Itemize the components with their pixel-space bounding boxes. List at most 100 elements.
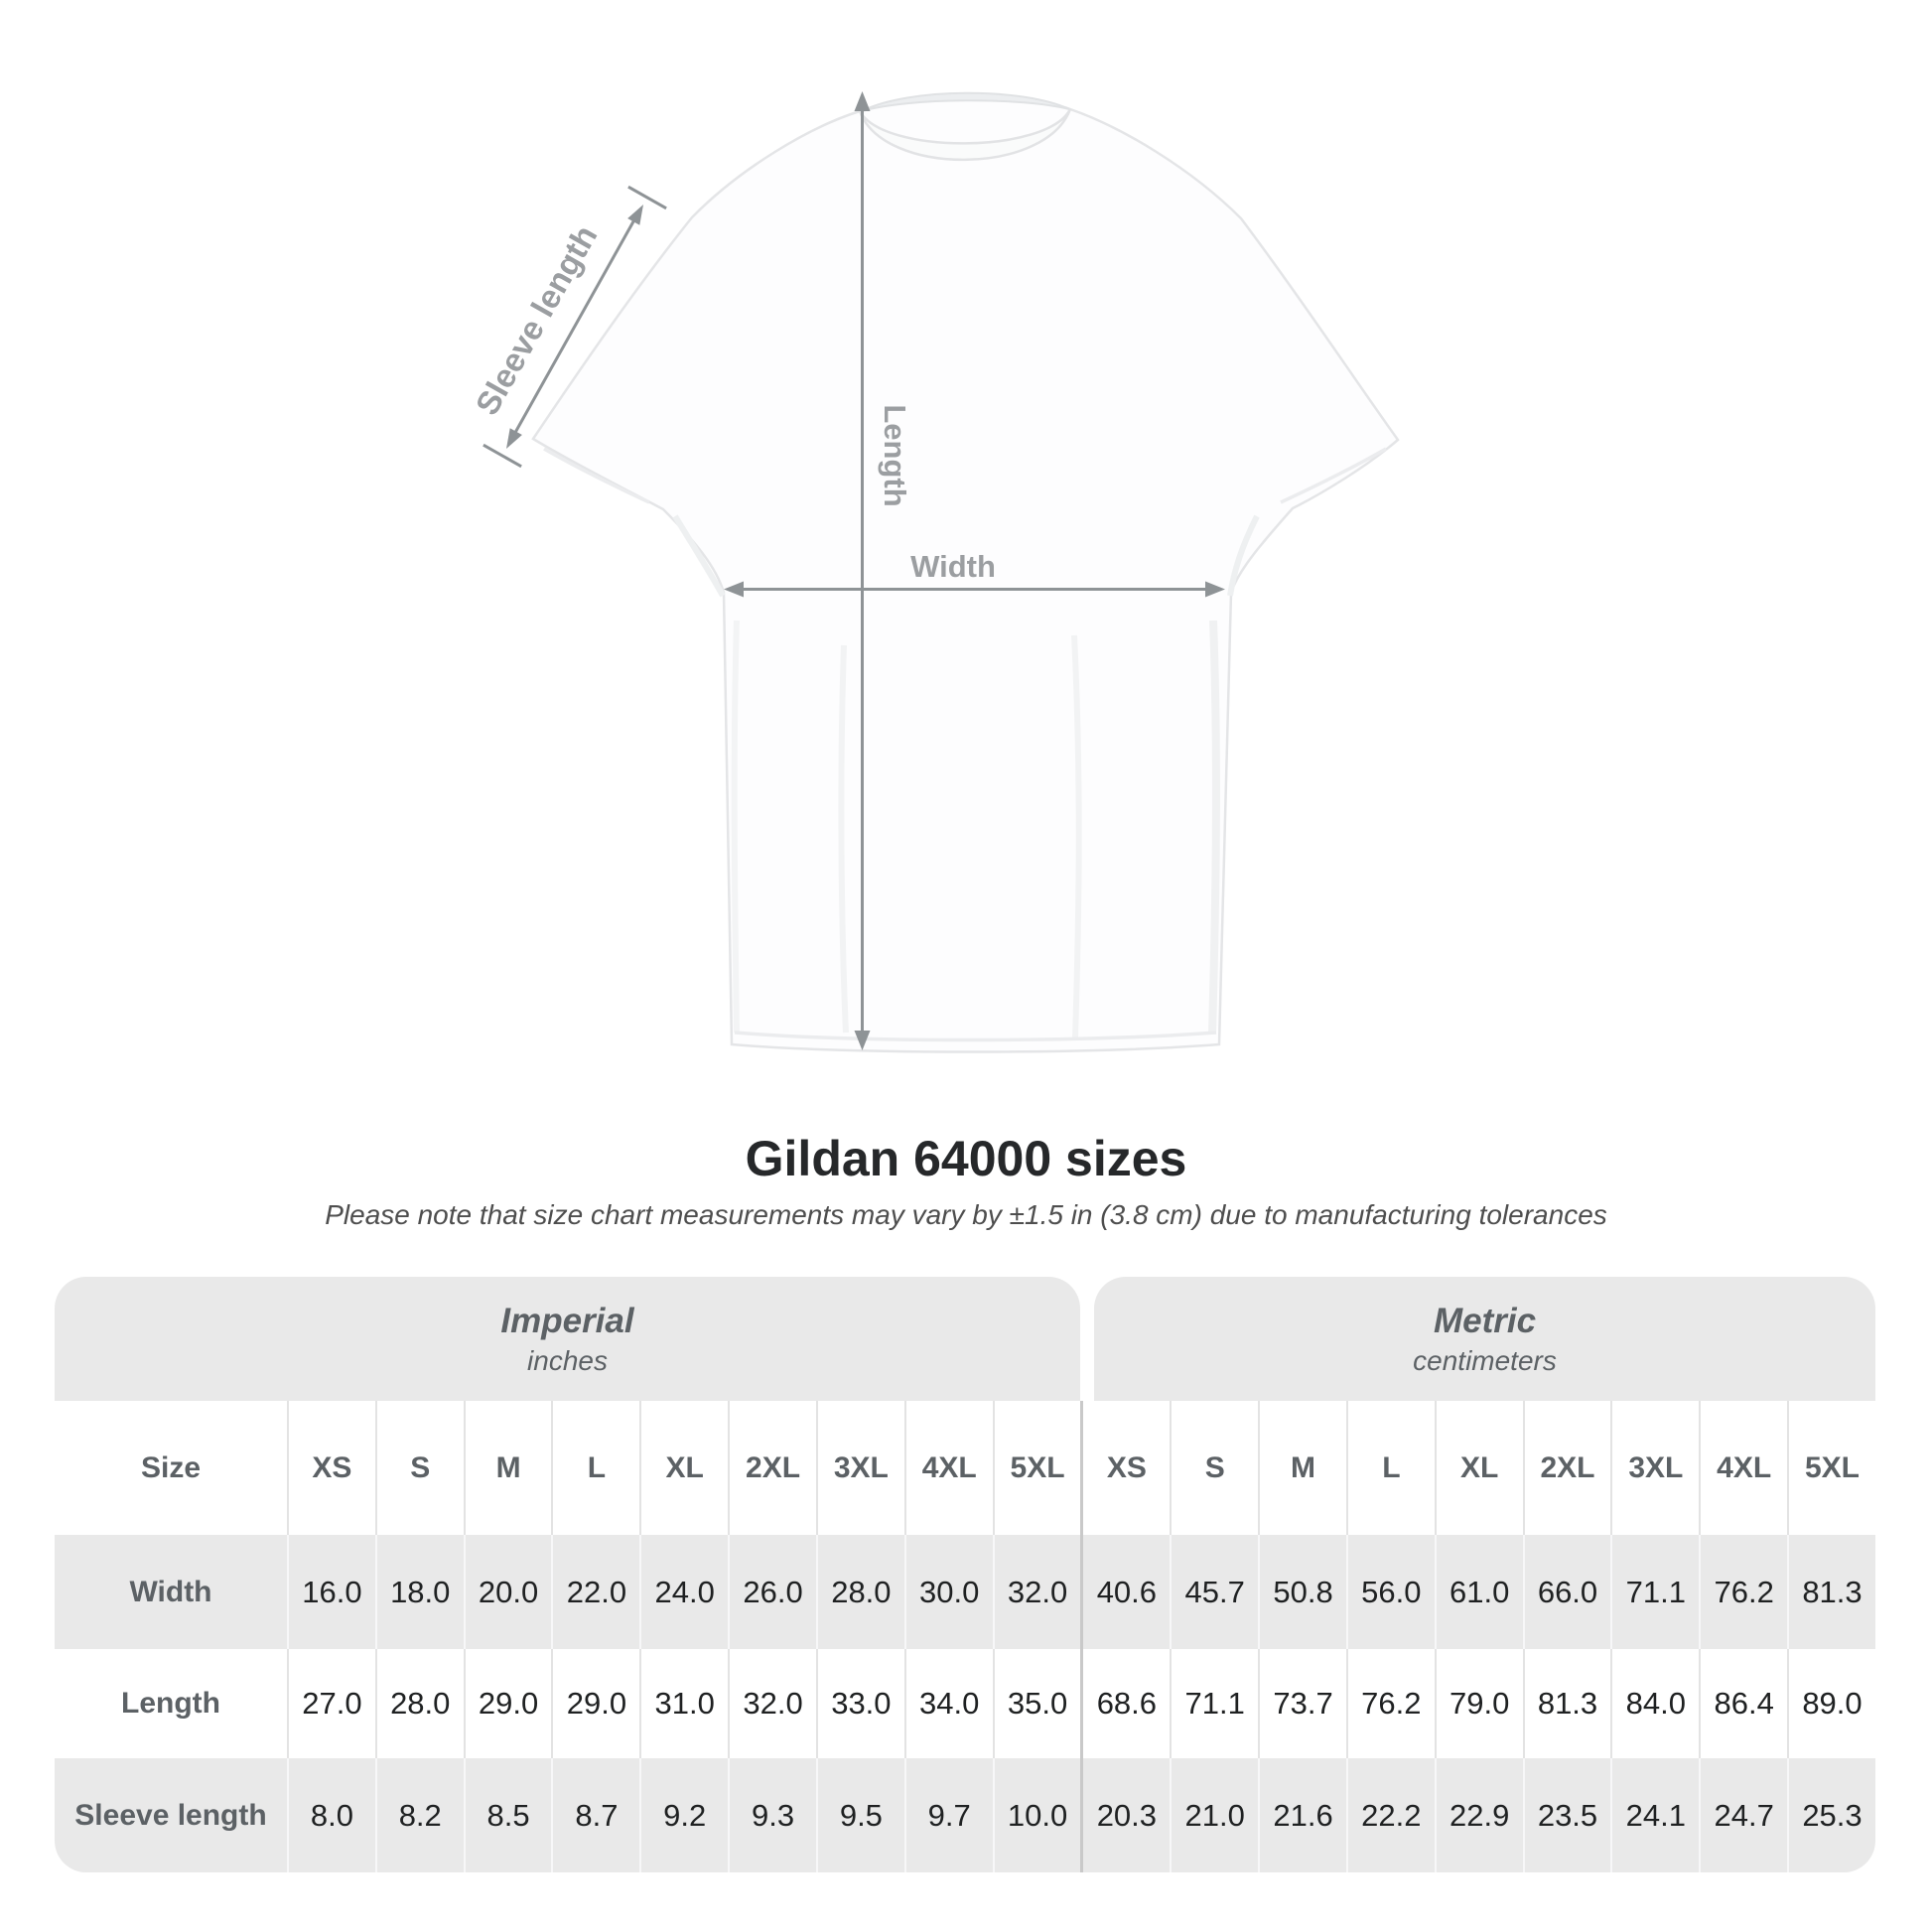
tshirt-collar xyxy=(858,91,1072,162)
table-cell: 29.0 xyxy=(551,1649,639,1758)
table-cell: 32.0 xyxy=(728,1649,816,1758)
metric-group-label: Metric xyxy=(1433,1302,1537,1341)
size-col-header: 2XL xyxy=(1522,1401,1611,1535)
size-col-header: XS xyxy=(287,1401,375,1535)
table-cell: 28.0 xyxy=(374,1649,464,1758)
table-cell: 66.0 xyxy=(1522,1535,1611,1649)
size-col-header: 3XL xyxy=(815,1401,904,1535)
size-col-header: S xyxy=(374,1401,464,1535)
row-label-width: Width xyxy=(129,1575,212,1608)
table-cell: 9.7 xyxy=(903,1758,993,1872)
table-cell: 20.3 xyxy=(1080,1758,1170,1872)
table-cell: 29.0 xyxy=(463,1649,552,1758)
size-col-header: L xyxy=(1345,1401,1435,1535)
size-col-header: XL xyxy=(1434,1401,1523,1535)
table-cell: 8.7 xyxy=(551,1758,639,1872)
table-cell: 50.8 xyxy=(1258,1535,1346,1649)
row-label-length: Length xyxy=(121,1687,220,1720)
size-col-header: 5XL xyxy=(1787,1401,1875,1535)
table-cell: 32.0 xyxy=(992,1535,1081,1649)
size-col-header: 4XL xyxy=(903,1401,993,1535)
table-cell: 33.0 xyxy=(815,1649,904,1758)
table-cell: 9.5 xyxy=(815,1758,904,1872)
table-cell: 89.0 xyxy=(1787,1649,1875,1758)
size-col-header: 3XL xyxy=(1610,1401,1699,1535)
group-divider-gap xyxy=(1080,1277,1094,1401)
size-col-header: M xyxy=(1258,1401,1346,1535)
table-cell: 45.7 xyxy=(1170,1535,1258,1649)
size-col-header: S xyxy=(1170,1401,1258,1535)
table-cell: 68.6 xyxy=(1080,1649,1170,1758)
imperial-group-label: Imperial xyxy=(500,1302,634,1341)
table-cell: 76.2 xyxy=(1699,1535,1787,1649)
table-cell: 26.0 xyxy=(728,1535,816,1649)
width-label: Width xyxy=(910,549,996,584)
table-cell: 22.9 xyxy=(1434,1758,1523,1872)
size-header-row: Size XS S M L XL 2XL 3XL 4XL 5XL XS S M L XL 2XL 3XL 4XL… xyxy=(55,1401,1875,1535)
tshirt-image xyxy=(531,91,1400,1053)
width-row: Width 16.0 18.0 20.0 22.0 24.0 26.0 28.0 30.0 32… xyxy=(55,1535,1875,1649)
length-row: Length 27.0 28.0 29.0 29.0 31.0 32.0 33.0 34.0 3… xyxy=(55,1649,1875,1758)
table-cell: 20.0 xyxy=(463,1535,552,1649)
table-cell: 23.5 xyxy=(1522,1758,1611,1872)
table-cell: 18.0 xyxy=(374,1535,464,1649)
table-cell: 21.0 xyxy=(1170,1758,1258,1872)
table-cell: 79.0 xyxy=(1434,1649,1523,1758)
table-cell: 40.6 xyxy=(1080,1535,1170,1649)
table-cell: 8.5 xyxy=(463,1758,552,1872)
imperial-group-header: Imperial inches xyxy=(55,1277,1080,1401)
table-cell: 31.0 xyxy=(639,1649,728,1758)
table-cell: 22.2 xyxy=(1345,1758,1435,1872)
table-cell: 71.1 xyxy=(1610,1535,1699,1649)
size-col-header: XL xyxy=(639,1401,728,1535)
table-cell: 9.2 xyxy=(639,1758,728,1872)
table-cell: 24.7 xyxy=(1699,1758,1787,1872)
size-table: Imperial inches Metric centimeters Size … xyxy=(55,1277,1875,1872)
table-cell: 24.1 xyxy=(1610,1758,1699,1872)
sleeve-length-row: Sleeve length 8.0 8.2 8.5 8.7 9.2 9.3 9.5 9.7 10… xyxy=(55,1758,1875,1872)
table-cell: 86.4 xyxy=(1699,1649,1787,1758)
size-col-header: XS xyxy=(1080,1401,1170,1535)
metric-group-header: Metric centimeters xyxy=(1094,1277,1875,1401)
imperial-group-unit: inches xyxy=(527,1344,608,1376)
size-col-header: M xyxy=(463,1401,552,1535)
table-cell: 61.0 xyxy=(1434,1535,1523,1649)
page-title: Gildan 64000 sizes xyxy=(745,1131,1187,1186)
table-cell: 8.0 xyxy=(287,1758,375,1872)
table-cell: 16.0 xyxy=(287,1535,375,1649)
table-cell: 73.7 xyxy=(1258,1649,1346,1758)
table-cell: 56.0 xyxy=(1345,1535,1435,1649)
table-cell: 34.0 xyxy=(903,1649,993,1758)
size-header-cell: Size xyxy=(140,1450,202,1484)
metric-group-unit: centimeters xyxy=(1413,1344,1557,1376)
table-cell: 28.0 xyxy=(815,1535,904,1649)
size-col-header: L xyxy=(551,1401,639,1535)
table-cell: 30.0 xyxy=(903,1535,993,1649)
size-col-header: 4XL xyxy=(1699,1401,1787,1535)
table-cell: 8.2 xyxy=(374,1758,464,1872)
size-col-header: 5XL xyxy=(992,1401,1081,1535)
table-cell: 27.0 xyxy=(287,1649,375,1758)
unit-group-header-row: Imperial inches Metric centimeters xyxy=(55,1277,1875,1401)
table-cell: 81.3 xyxy=(1787,1535,1875,1649)
width-arrow xyxy=(724,581,1225,598)
size-col-header: 2XL xyxy=(728,1401,816,1535)
table-cell: 25.3 xyxy=(1787,1758,1875,1872)
table-cell: 24.0 xyxy=(639,1535,728,1649)
table-cell: 84.0 xyxy=(1610,1649,1699,1758)
tshirt-diagram: Sleeve length Length Width xyxy=(469,91,1400,1053)
table-cell: 10.0 xyxy=(992,1758,1081,1872)
table-cell: 76.2 xyxy=(1345,1649,1435,1758)
table-cell: 35.0 xyxy=(992,1649,1081,1758)
length-label: Length xyxy=(878,404,912,506)
table-cell: 21.6 xyxy=(1258,1758,1346,1872)
table-cell: 22.0 xyxy=(551,1535,639,1649)
length-arrow xyxy=(854,91,871,1050)
sleeve-length-arrow xyxy=(483,185,667,469)
table-cell: 81.3 xyxy=(1522,1649,1611,1758)
table-cell: 9.3 xyxy=(728,1758,816,1872)
table-cell: 71.1 xyxy=(1170,1649,1258,1758)
row-label-sleeve-length: Sleeve length xyxy=(74,1798,267,1832)
page-subtitle: Please note that size chart measurements… xyxy=(325,1199,1607,1230)
